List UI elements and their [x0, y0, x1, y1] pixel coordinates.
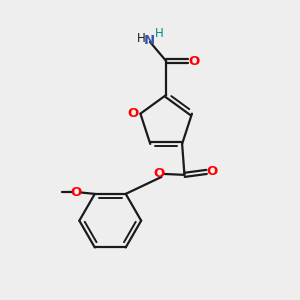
Text: H: H	[155, 27, 164, 40]
Text: N: N	[144, 34, 155, 47]
Text: O: O	[128, 106, 139, 120]
Text: O: O	[207, 165, 218, 178]
Text: O: O	[70, 186, 81, 199]
Text: H: H	[137, 32, 146, 46]
Text: O: O	[153, 167, 164, 180]
Text: O: O	[188, 55, 200, 68]
